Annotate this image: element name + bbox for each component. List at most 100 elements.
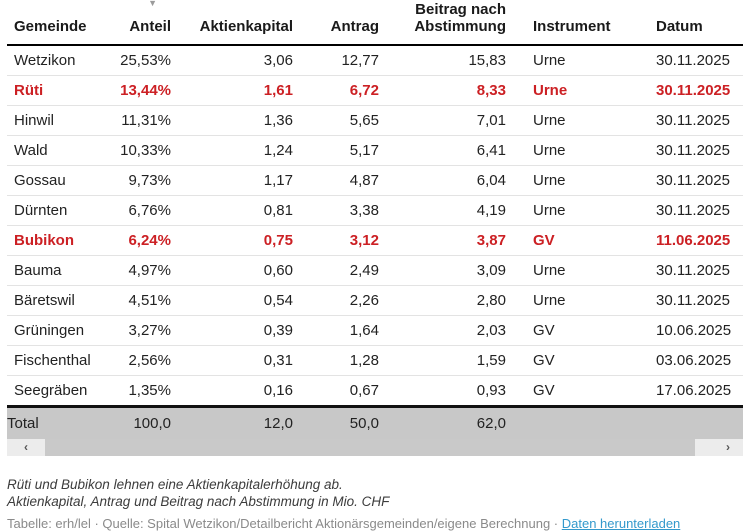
table-row: Bubikon 6,24% 0,75 3,12 3,87 GV 11.06.2025 <box>7 225 743 256</box>
table-cell: 0,39 <box>263 322 293 339</box>
table-cell: Urne <box>533 202 566 219</box>
column-header-anteil-label: Anteil <box>129 18 171 35</box>
table-body: Wetzikon 25,53% 3,06 12,77 15,83 Urne 30.11.20… <box>7 45 743 407</box>
table-cell: 3,06 <box>263 52 293 69</box>
table-cell: 2,26 <box>349 292 379 309</box>
table-cell: 10,33% <box>120 142 171 159</box>
table-footer: Rüti und Bubikon lehnen eine Aktienkapit… <box>7 476 743 532</box>
sort-desc-icon: ▼ <box>148 0 157 8</box>
table-cell: 3,87 <box>476 232 506 249</box>
table-cell: 4,51% <box>128 292 171 309</box>
table-cell: 12,77 <box>341 52 379 69</box>
total-aktienkapital: 12,0 <box>263 415 293 432</box>
table-cell: 03.06.2025 <box>656 352 732 369</box>
column-header-instrument[interactable]: Instrument <box>533 18 611 35</box>
source-line: Tabelle: erh/lel · Quelle: Spital Wetzik… <box>7 516 743 532</box>
table-row: Rüti 13,44% 1,61 6,72 8,33 Urne 30.11.2025 <box>7 75 743 106</box>
table-cell: GV <box>533 322 555 339</box>
row-label: Hinwil <box>14 112 55 129</box>
table-cell: 4,97% <box>128 262 171 279</box>
table-cell: 1,35% <box>128 382 171 399</box>
column-header-antrag[interactable]: Antrag <box>330 18 379 35</box>
footnote-highlight: Rüti und Bubikon lehnen eine Aktienkapit… <box>7 477 343 492</box>
table-cell: Urne <box>533 52 566 69</box>
table-row: Fischenthal 2,56% 0,31 1,28 1,59 GV 03.06.2025 <box>7 345 743 376</box>
table-cell: 9,73% <box>128 172 171 189</box>
row-label: Wald <box>14 142 48 159</box>
table-cell: 1,36 <box>263 112 293 129</box>
table-cell: 0,60 <box>263 262 293 279</box>
table-cell: 25,53% <box>120 52 171 69</box>
table-cell: Urne <box>533 112 566 129</box>
table-row: Bauma 4,97% 0,60 2,49 3,09 Urne 30.11.2025 <box>7 255 743 286</box>
column-header-aktienkapital[interactable]: Aktienkapital <box>199 18 293 35</box>
data-table: Gemeinde ▼ Anteil Aktienkapital Antrag B… <box>7 0 743 439</box>
table-cell: 11,31% <box>121 112 171 129</box>
table-cell: 6,41 <box>476 142 506 159</box>
table-cell: 2,80 <box>476 292 506 309</box>
table-cell: 3,27% <box>128 322 171 339</box>
table-cell: Urne <box>533 292 566 309</box>
table-cell: 1,59 <box>476 352 506 369</box>
row-label: Wetzikon <box>14 52 76 69</box>
table-cell: 30.11.2025 <box>656 292 730 309</box>
table-row: Wetzikon 25,53% 3,06 12,77 15,83 Urne 30.11.20… <box>7 45 743 76</box>
table-total: Total 100,0 12,0 50,0 62,0 <box>7 406 743 440</box>
table-cell: Urne <box>533 82 568 99</box>
scroll-right-button[interactable]: › <box>713 439 743 456</box>
table-cell: 1,28 <box>349 352 379 369</box>
table-widget: Gemeinde ▼ Anteil Aktienkapital Antrag B… <box>7 0 743 456</box>
table-cell: 0,67 <box>349 382 379 399</box>
table-cell: 6,76% <box>128 202 171 219</box>
table-row: Wald 10,33% 1,24 5,17 6,41 Urne 30.11.2025 <box>7 135 743 166</box>
download-data-link[interactable]: Daten herunterladen <box>561 516 681 531</box>
table-cell: 3,09 <box>476 262 506 279</box>
table-cell: 3,38 <box>349 202 379 219</box>
table-cell: 4,87 <box>349 172 379 189</box>
header-row: Gemeinde ▼ Anteil Aktienkapital Antrag B… <box>7 0 743 45</box>
total-label: Total <box>7 415 39 432</box>
table-cell: 11.06.2025 <box>656 232 731 249</box>
table-cell: 5,65 <box>349 112 379 129</box>
total-row: Total 100,0 12,0 50,0 62,0 <box>7 406 743 440</box>
table-cell: GV <box>533 382 555 399</box>
column-header-anteil[interactable]: ▼ Anteil <box>117 0 179 45</box>
table-row: Hinwil 11,31% 1,36 5,65 7,01 Urne 30.11.2025 <box>7 105 743 136</box>
total-antrag: 50,0 <box>349 415 379 432</box>
row-label: Bäretswil <box>14 292 75 309</box>
total-instrument <box>514 407 637 440</box>
horizontal-scrollbar[interactable]: ‹ › <box>7 439 743 456</box>
table-cell: 30.11.2025 <box>656 82 731 99</box>
row-label: Dürnten <box>14 202 68 219</box>
footnote-units: Aktienkapital, Antrag und Beitrag nach A… <box>7 494 390 509</box>
row-label: Rüti <box>14 82 44 99</box>
table-cell: 15,83 <box>468 52 506 69</box>
table-cell: 30.11.2025 <box>656 202 730 219</box>
scroll-left-button[interactable]: ‹ <box>7 439 45 456</box>
total-datum <box>637 407 743 440</box>
table-cell: 10.06.2025 <box>656 322 732 339</box>
column-header-beitrag[interactable]: Beitrag nach Abstimmung <box>414 1 506 35</box>
table-cell: 0,16 <box>263 382 293 399</box>
row-label: Grüningen <box>14 322 85 339</box>
table-cell: 5,17 <box>349 142 379 159</box>
table-cell: 30.11.2025 <box>656 52 730 69</box>
table-cell: 0,31 <box>263 352 293 369</box>
table-cell: 17.06.2025 <box>656 382 732 399</box>
column-header-datum[interactable]: Datum <box>656 18 703 35</box>
table-cell: Urne <box>533 172 566 189</box>
table-cell: 6,04 <box>476 172 506 189</box>
table-row: Seegräben 1,35% 0,16 0,67 0,93 GV 17.06.2025 <box>7 375 743 407</box>
scrollbar-thumb[interactable] <box>45 439 695 456</box>
table-cell: GV <box>533 352 555 369</box>
table-header: Gemeinde ▼ Anteil Aktienkapital Antrag B… <box>7 0 743 45</box>
table-cell: 0,93 <box>476 382 506 399</box>
column-header-gemeinde[interactable]: Gemeinde <box>14 18 87 35</box>
row-label: Fischenthal <box>14 352 91 369</box>
total-anteil: 100,0 <box>133 415 171 432</box>
table-cell: 30.11.2025 <box>656 142 730 159</box>
table-cell: 0,81 <box>263 202 293 219</box>
row-label: Gossau <box>14 172 66 189</box>
row-label: Bauma <box>14 262 62 279</box>
table-row: Grüningen 3,27% 0,39 1,64 2,03 GV 10.06.2025 <box>7 315 743 346</box>
